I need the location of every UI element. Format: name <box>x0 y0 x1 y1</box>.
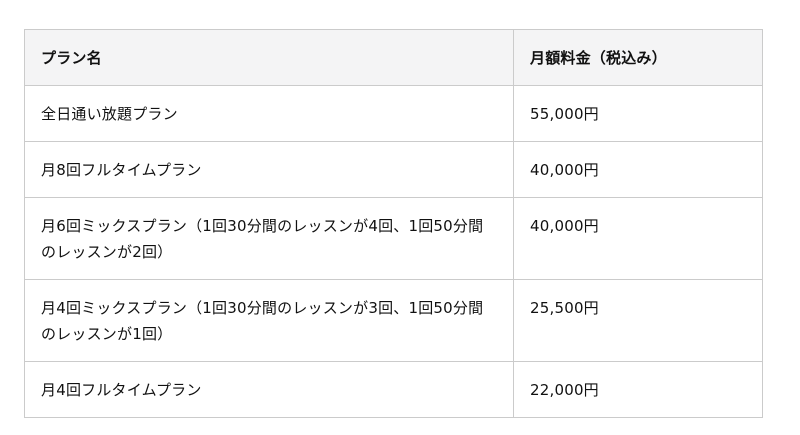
table-row: 月6回ミックスプラン（1回30分間のレッスンが4回、1回50分間のレッスンが2回… <box>24 197 763 280</box>
price-cell: 55,000円 <box>513 85 763 142</box>
price-cell: 25,500円 <box>513 279 763 362</box>
table-row: 月4回ミックスプラン（1回30分間のレッスンが3回、1回50分間のレッスンが1回… <box>24 279 763 362</box>
table-row: 月8回フルタイムプラン 40,000円 <box>24 141 763 198</box>
plan-name-cell: 月6回ミックスプラン（1回30分間のレッスンが4回、1回50分間のレッスンが2回… <box>24 197 514 280</box>
plan-name-cell: 月4回フルタイムプラン <box>24 361 514 418</box>
header-row: プラン名 月額料金（税込み） <box>24 29 763 86</box>
plan-name-cell: 月8回フルタイムプラン <box>24 141 514 198</box>
column-header-plan-name: プラン名 <box>24 29 514 86</box>
price-cell: 40,000円 <box>513 141 763 198</box>
price-cell: 40,000円 <box>513 197 763 280</box>
pricing-table: プラン名 月額料金（税込み） 全日通い放題プラン 55,000円 月8回フルタイ… <box>24 29 763 418</box>
column-header-monthly-fee: 月額料金（税込み） <box>513 29 763 86</box>
table-row: 全日通い放題プラン 55,000円 <box>24 85 763 142</box>
price-cell: 22,000円 <box>513 361 763 418</box>
table-row: 月4回フルタイムプラン 22,000円 <box>24 361 763 418</box>
plan-name-cell: 全日通い放題プラン <box>24 85 514 142</box>
plan-name-cell: 月4回ミックスプラン（1回30分間のレッスンが3回、1回50分間のレッスンが1回… <box>24 279 514 362</box>
